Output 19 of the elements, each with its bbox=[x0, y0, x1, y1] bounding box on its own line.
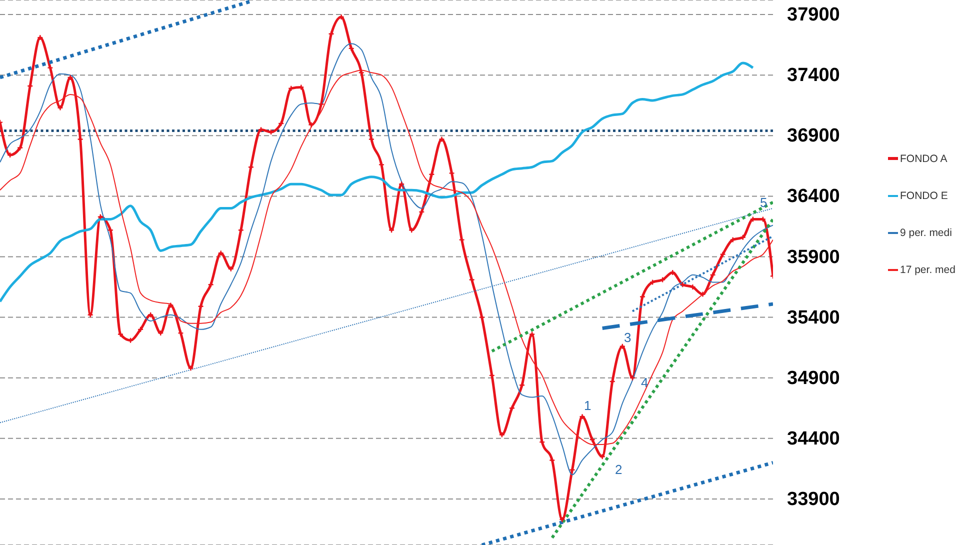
y-tick-label: 36900 bbox=[787, 126, 840, 147]
annotation: 5 bbox=[760, 195, 768, 210]
y-tick-label: 35900 bbox=[787, 246, 840, 268]
y-tick-label: 33900 bbox=[787, 488, 840, 510]
y-tick-label: 35400 bbox=[787, 307, 840, 328]
y-tick-label: 36400 bbox=[787, 186, 840, 208]
legend-label: 9 per. medi bbox=[900, 226, 952, 238]
y-tick-label: 34900 bbox=[787, 368, 840, 389]
y-tick-label: 37400 bbox=[787, 65, 840, 86]
legend-label: FONDO A bbox=[900, 152, 948, 164]
y-tick-label: 37900 bbox=[787, 4, 840, 26]
annotation: 1 bbox=[584, 398, 592, 413]
annotation: 2 bbox=[615, 462, 622, 477]
annotation: 4 bbox=[641, 375, 648, 390]
legend-label: FONDO E bbox=[900, 190, 948, 202]
y-tick-label: 34400 bbox=[787, 428, 840, 450]
line-series bbox=[0, 62, 754, 303]
legend-label: 17 per. med bbox=[900, 264, 956, 276]
annotation: 3 bbox=[624, 330, 632, 345]
